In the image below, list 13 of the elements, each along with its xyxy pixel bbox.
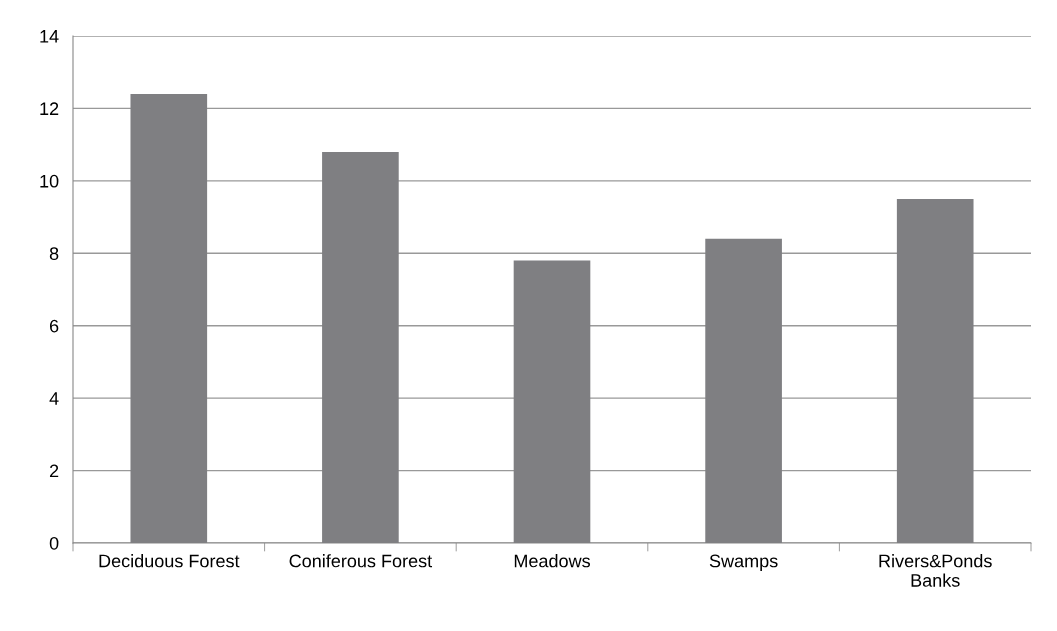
y-tick-label: 10 <box>40 174 59 188</box>
y-tick-label: 14 <box>40 30 59 43</box>
x-tick-label: Coniferous Forest <box>289 554 433 568</box>
x-tick-label: Rivers&Ponds Banks <box>879 554 992 587</box>
y-tick-label: 6 <box>49 319 59 333</box>
y-tick-label: 2 <box>49 464 59 478</box>
y-tick-label: 4 <box>49 392 59 405</box>
x-tick-label: Swamps <box>709 554 778 571</box>
y-tick-label: 12 <box>40 102 59 115</box>
y-tick-label: 0 <box>49 536 59 550</box>
x-tick-label: Meadows <box>514 554 590 568</box>
x-tick-label: Deciduous Forest <box>99 554 240 568</box>
y-tick-label: 8 <box>49 247 59 261</box>
